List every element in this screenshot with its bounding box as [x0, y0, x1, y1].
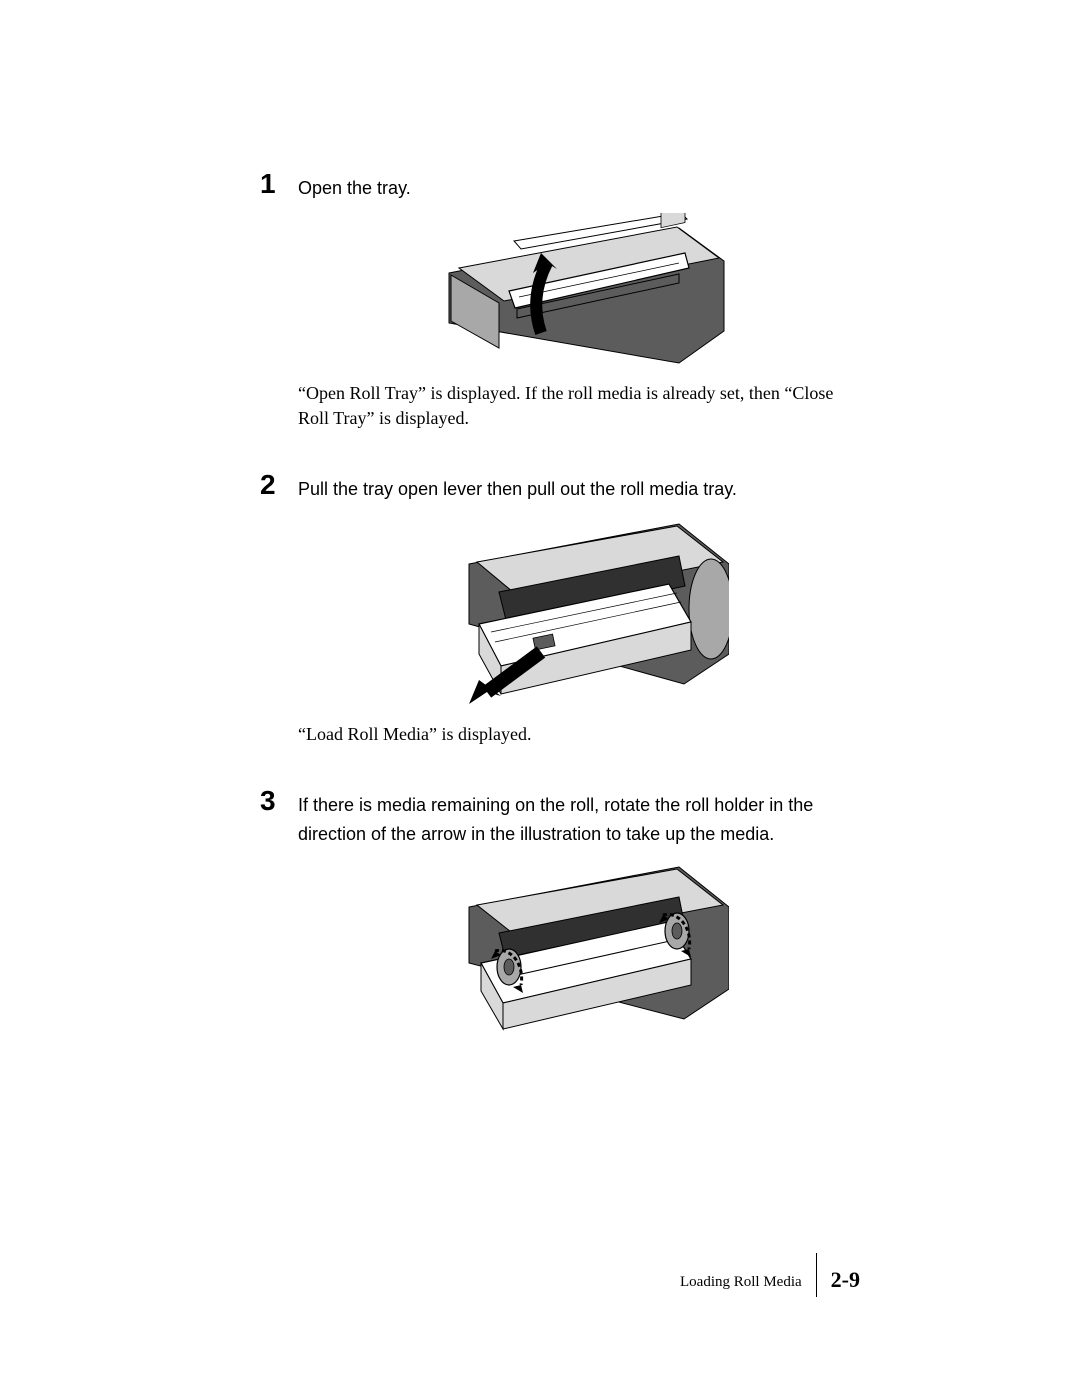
open-tray-illustration — [429, 213, 729, 373]
step-3: 3 If there is media remaining on the rol… — [260, 787, 860, 1057]
pull-tray-illustration — [429, 514, 729, 714]
step-1: 1 Open the tray. — [260, 170, 860, 431]
step-description: “Load Roll Media” is displayed. — [298, 722, 860, 747]
page-footer: Loading Roll Media 2-9 — [680, 1253, 860, 1297]
manual-page: 1 Open the tray. — [0, 0, 1080, 1397]
figure-1 — [298, 213, 860, 373]
step-number: 2 — [260, 471, 284, 499]
step-2: 2 Pull the tray open lever then pull out… — [260, 471, 860, 747]
step-body: Open the tray. — [298, 170, 860, 431]
step-row: 1 Open the tray. — [260, 170, 860, 431]
step-title: If there is media remaining on the roll,… — [298, 787, 860, 849]
figure-3 — [298, 859, 860, 1049]
step-title: Open the tray. — [298, 170, 860, 203]
rotate-roll-illustration — [429, 859, 729, 1049]
step-title: Pull the tray open lever then pull out t… — [298, 471, 860, 504]
figure-2 — [298, 514, 860, 714]
footer-section-label: Loading Roll Media — [680, 1260, 802, 1291]
footer-divider — [816, 1253, 817, 1297]
step-description: “Open Roll Tray” is displayed. If the ro… — [298, 381, 860, 431]
step-row: 3 If there is media remaining on the rol… — [260, 787, 860, 1057]
step-body: If there is media remaining on the roll,… — [298, 787, 860, 1057]
step-number: 3 — [260, 787, 284, 815]
step-number: 1 — [260, 170, 284, 198]
footer-page-number: 2-9 — [831, 1257, 860, 1293]
step-body: Pull the tray open lever then pull out t… — [298, 471, 860, 747]
step-row: 2 Pull the tray open lever then pull out… — [260, 471, 860, 747]
